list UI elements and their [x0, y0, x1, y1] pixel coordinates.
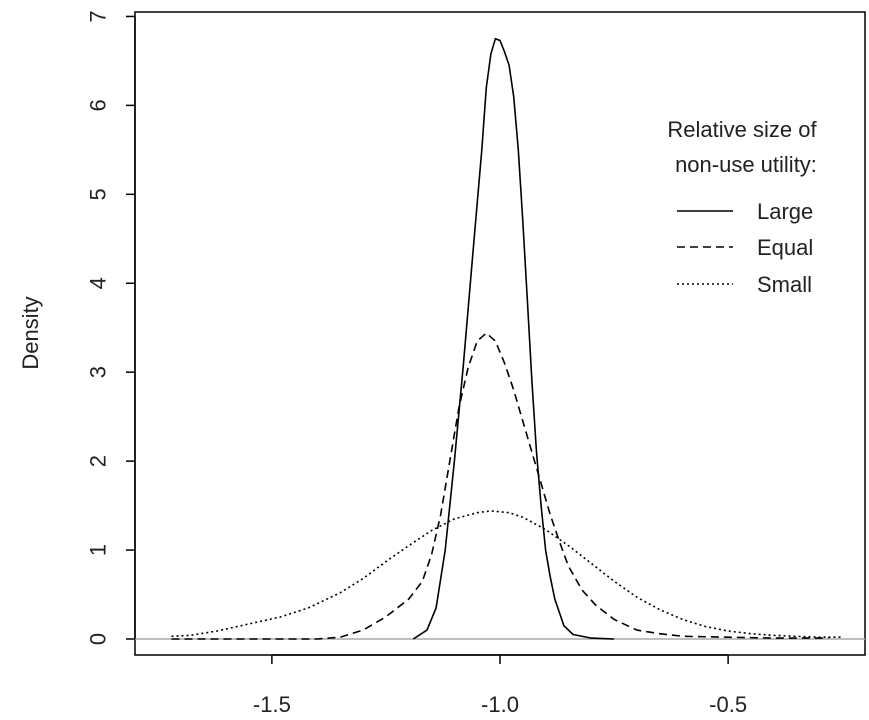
legend-title-line-1: Relative size of [667, 117, 817, 142]
y-tick-label: 4 [86, 277, 111, 289]
x-tick-label: -0.5 [709, 692, 747, 717]
legend-label-small: Small [757, 272, 812, 297]
y-axis: 0 1 2 3 4 5 6 7 [86, 10, 136, 645]
y-tick-label: 2 [86, 455, 111, 467]
y-tick-label: 0 [86, 633, 111, 645]
legend-label-large: Large [757, 199, 813, 224]
series-line-small [171, 510, 843, 638]
series-group [171, 37, 843, 640]
y-tick-label: 1 [86, 544, 111, 556]
legend-label-equal: Equal [757, 235, 813, 260]
y-tick-label: 7 [86, 10, 111, 22]
x-tick-label: -1.0 [481, 692, 519, 717]
y-tick-label: 3 [86, 366, 111, 378]
series-line-large [412, 37, 615, 640]
y-axis-label: Density [18, 296, 43, 369]
x-axis: -1.5 -1.0 -0.5 [253, 654, 747, 717]
y-tick-label: 5 [86, 188, 111, 200]
legend: Relative size of non-use utility: Large … [667, 117, 817, 297]
plot-frame [134, 11, 866, 656]
x-tick-label: -1.5 [253, 692, 291, 717]
legend-title-line-2: non-use utility: [675, 152, 817, 177]
y-tick-label: 6 [86, 99, 111, 111]
series-line-equal [171, 332, 829, 640]
